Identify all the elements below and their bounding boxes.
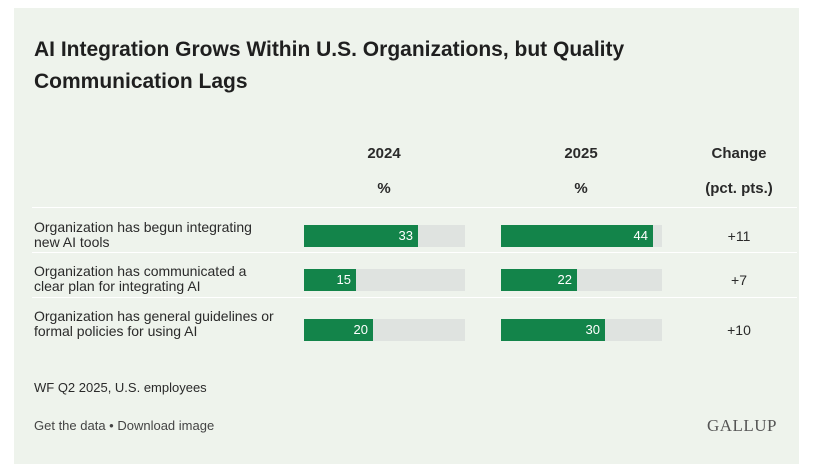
column-unit-2025: % [574,180,588,197]
source-note: WF Q2 2025, U.S. employees [34,380,207,395]
bar-2025: 22 [501,268,577,291]
bar-2024: 33 [304,224,418,247]
footer-links: Get the data • Download image [34,418,214,433]
bar-track-2024: 20 [304,318,465,341]
column-unit-change: (pct. pts.) [705,180,773,197]
bar-2024: 15 [304,268,356,291]
column-unit-2024: % [377,180,391,197]
gallup-logo: GALLUP [706,416,777,435]
bar-track-2024: 33 [304,224,465,247]
bar-track-2025: 22 [501,268,662,291]
row-divider [32,252,797,253]
bar-2024: 20 [304,318,373,341]
bar-track-2025: 44 [501,224,662,247]
column-header-change: Change [711,145,767,162]
row-label: Organization has begun integrating new A… [34,219,252,250]
row-divider [32,297,797,298]
row-divider [32,207,797,208]
bar-track-2025: 30 [501,318,662,341]
column-header-2025: 2025 [564,145,598,162]
get-data-link[interactable]: Get the data [34,418,106,433]
link-separator: • [105,418,118,433]
column-header-2024: 2024 [367,145,401,162]
bar-track-2024: 15 [304,268,465,291]
bar-2025: 44 [501,224,653,247]
chart-title: AI Integration Grows Within U.S. Organiz… [34,38,625,93]
row-label: Organization has communicated a clear pl… [34,263,247,294]
bar-2025: 30 [501,318,605,341]
chart-card: AI Integration Grows Within U.S. Organiz… [14,8,799,464]
change-value: +10 [727,321,751,338]
row-label: Organization has general guidelines or f… [34,308,274,339]
change-value: +11 [727,227,751,244]
download-image-link[interactable]: Download image [117,418,215,433]
change-value: +7 [731,271,747,288]
